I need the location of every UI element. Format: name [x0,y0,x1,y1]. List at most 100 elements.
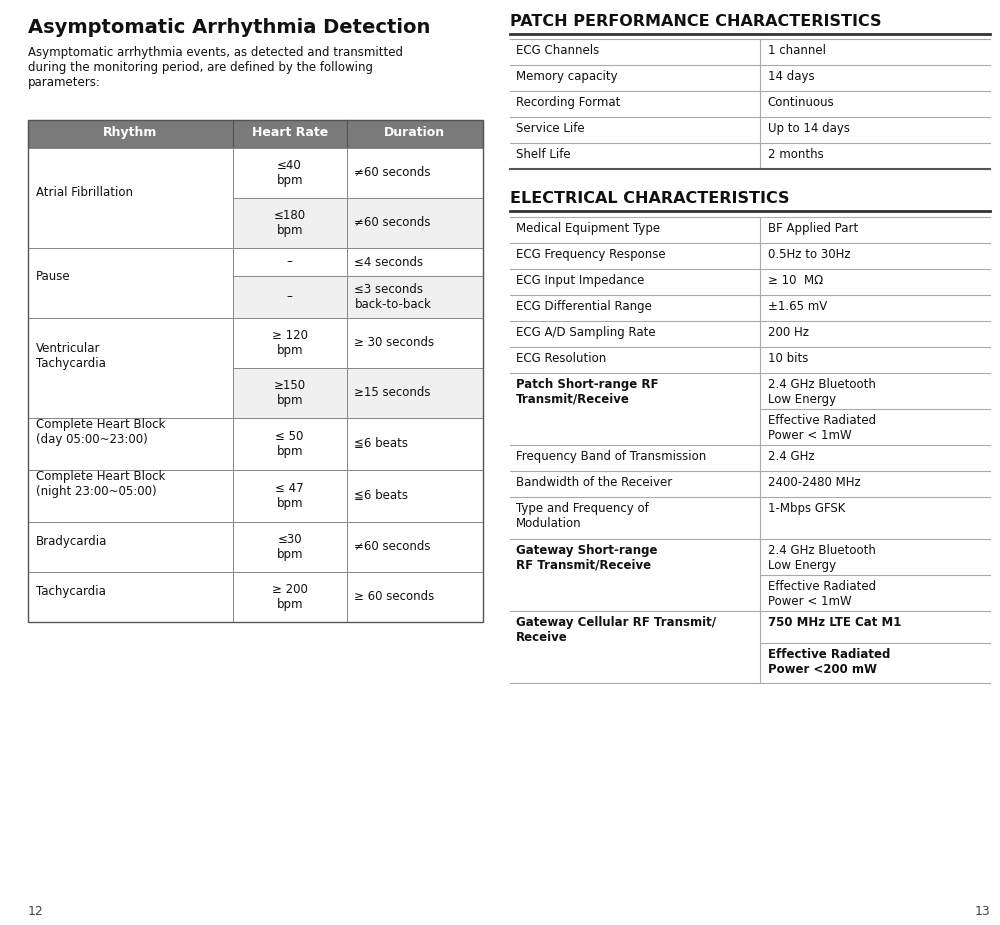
Text: Gateway Cellular RF Transmit/
Receive: Gateway Cellular RF Transmit/ Receive [516,616,716,644]
Bar [233,148,347,198]
Text: Effective Radiated
Power < 1mW: Effective Radiated Power < 1mW [768,580,876,608]
Bar [233,276,347,318]
Text: ≥150
bpm: ≥150 bpm [274,379,306,407]
Text: 2 months: 2 months [768,148,823,161]
Text: 14 days: 14 days [768,70,814,83]
Text: ECG Channels: ECG Channels [516,44,599,57]
Text: ≠60 seconds: ≠60 seconds [354,216,431,229]
Text: ≤4 seconds: ≤4 seconds [354,255,424,268]
Text: 13: 13 [974,905,990,918]
Text: Effective Radiated
Power < 1mW: Effective Radiated Power < 1mW [768,414,876,442]
Bar [233,470,347,522]
Bar [28,522,233,572]
Text: Type and Frequency of
Modulation: Type and Frequency of Modulation [516,502,649,530]
Text: ≦6 beats: ≦6 beats [354,489,409,502]
Text: ≤ 47
bpm: ≤ 47 bpm [275,482,304,510]
Text: Effective Radiated
Power <200 mW: Effective Radiated Power <200 mW [768,648,890,676]
Text: Tachycardia: Tachycardia [36,585,106,598]
Text: Medical Equipment Type: Medical Equipment Type [516,222,660,235]
Text: ELECTRICAL CHARACTERISTICS: ELECTRICAL CHARACTERISTICS [510,191,790,206]
Bar [233,572,347,622]
Text: 200 Hz: 200 Hz [768,326,809,339]
Bar [347,198,483,248]
Text: 1 channel: 1 channel [768,44,826,57]
Bar [347,276,483,318]
Bar [347,522,483,572]
Bar [347,572,483,622]
Text: Atrial Fibrillation: Atrial Fibrillation [36,186,133,199]
Text: Patch Short-range RF
Transmit/Receive: Patch Short-range RF Transmit/Receive [516,378,658,406]
Text: PATCH PERFORMANCE CHARACTERISTICS: PATCH PERFORMANCE CHARACTERISTICS [510,14,882,29]
Bar [28,148,233,248]
Text: ECG Differential Range: ECG Differential Range [516,300,652,313]
Text: ≤180
bpm: ≤180 bpm [274,209,306,237]
Text: ≠60 seconds: ≠60 seconds [354,166,431,179]
Text: –: – [287,290,293,303]
Text: –: – [287,255,293,268]
Text: ≥ 10  MΩ: ≥ 10 MΩ [768,274,823,287]
Text: Up to 14 days: Up to 14 days [768,122,850,135]
Text: Gateway Short-range
RF Transmit/Receive: Gateway Short-range RF Transmit/Receive [516,544,658,572]
Text: Bradycardia: Bradycardia [36,535,107,548]
Text: Pause: Pause [36,270,71,283]
Text: Duration: Duration [384,126,445,139]
Text: Memory capacity: Memory capacity [516,70,618,83]
Text: Continuous: Continuous [768,96,834,109]
Text: ECG Frequency Response: ECG Frequency Response [516,248,666,261]
Text: Asymptomatic Arrhythmia Detection: Asymptomatic Arrhythmia Detection [28,18,430,37]
Bar [233,522,347,572]
Bar [28,248,233,318]
Text: BF Applied Part: BF Applied Part [768,222,858,235]
Text: ≤30
bpm: ≤30 bpm [276,533,303,561]
Text: Complete Heart Block
(night 23:00~05:00): Complete Heart Block (night 23:00~05:00) [36,470,165,498]
Bar [233,198,347,248]
Bar [347,418,483,470]
Text: ≤40
bpm: ≤40 bpm [276,159,303,187]
Bar [233,318,347,368]
Bar [28,470,233,522]
Bar [347,368,483,418]
Text: ≤3 seconds
back-to-back: ≤3 seconds back-to-back [354,283,431,311]
Bar [28,120,483,622]
Bar [233,368,347,418]
Text: 2.4 GHz Bluetooth
Low Energy: 2.4 GHz Bluetooth Low Energy [768,378,875,406]
Text: ≦6 beats: ≦6 beats [354,438,409,450]
Text: Ventricular
Tachycardia: Ventricular Tachycardia [36,342,106,370]
Bar [233,248,347,276]
Text: ≥15 seconds: ≥15 seconds [354,387,431,400]
Text: 2.4 GHz Bluetooth
Low Energy: 2.4 GHz Bluetooth Low Energy [768,544,875,572]
Text: 1-Mbps GFSK: 1-Mbps GFSK [768,502,845,515]
Text: Bandwidth of the Receiver: Bandwidth of the Receiver [516,476,672,489]
Text: ECG Resolution: ECG Resolution [516,352,606,365]
Text: 10 bits: 10 bits [768,352,808,365]
Text: 2.4 GHz: 2.4 GHz [768,450,814,463]
Bar [233,418,347,470]
Text: ±1.65 mV: ±1.65 mV [768,300,827,313]
Bar [347,248,483,276]
Text: Asymptomatic arrhythmia events, as detected and transmitted
during the monitorin: Asymptomatic arrhythmia events, as detec… [28,46,403,89]
Text: Rhythm: Rhythm [103,126,158,139]
Text: ≥ 60 seconds: ≥ 60 seconds [354,590,435,603]
Text: Shelf Life: Shelf Life [516,148,571,161]
Text: ECG A/D Sampling Rate: ECG A/D Sampling Rate [516,326,656,339]
Text: ≥ 200
bpm: ≥ 200 bpm [272,583,308,611]
Bar [347,120,483,148]
Bar [233,120,347,148]
Text: ≥ 30 seconds: ≥ 30 seconds [354,337,435,350]
Text: ECG Input Impedance: ECG Input Impedance [516,274,644,287]
Text: 0.5Hz to 30Hz: 0.5Hz to 30Hz [768,248,850,261]
Text: ≠60 seconds: ≠60 seconds [354,540,431,553]
Text: Heart Rate: Heart Rate [252,126,328,139]
Bar [347,318,483,368]
Bar [28,120,233,148]
Bar [347,470,483,522]
Bar [28,418,233,470]
Text: Service Life: Service Life [516,122,585,135]
Bar [28,572,233,622]
Text: 750 MHz LTE Cat M1: 750 MHz LTE Cat M1 [768,616,901,629]
Bar [28,318,233,418]
Text: Complete Heart Block
(day 05:00~23:00): Complete Heart Block (day 05:00~23:00) [36,418,165,446]
Bar [347,148,483,198]
Text: Frequency Band of Transmission: Frequency Band of Transmission [516,450,706,463]
Text: 2400-2480 MHz: 2400-2480 MHz [768,476,860,489]
